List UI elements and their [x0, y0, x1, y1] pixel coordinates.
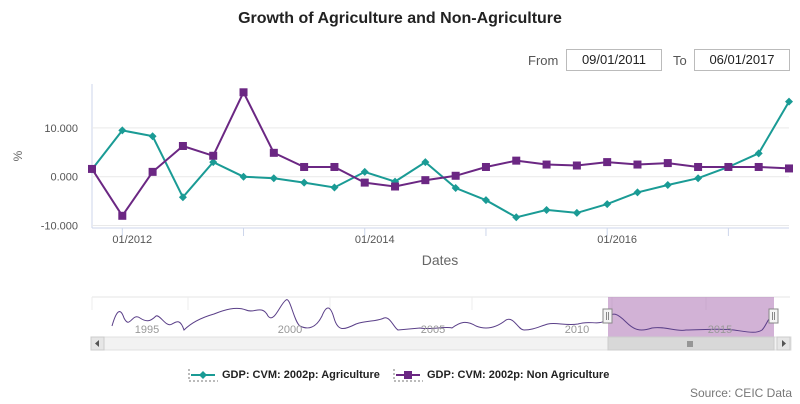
- data-point-non-agriculture: [663, 159, 672, 168]
- navigator-scrollbar-thumb[interactable]: [607, 336, 775, 351]
- data-point-agriculture: [663, 181, 672, 190]
- x-tick-label: 01/2016: [597, 234, 637, 246]
- y-tick-label: -10.000: [41, 221, 78, 233]
- navigator-right-handle[interactable]: [768, 308, 779, 324]
- legend-item-non-agriculture[interactable]: GDP: CVM: 2002p: Non Agriculture: [393, 366, 609, 384]
- navigator-tick-label: 2000: [278, 324, 302, 336]
- legend-marker-diamond-icon: [188, 369, 218, 382]
- data-point-agriculture: [118, 126, 127, 135]
- navigator-tick-label: 2015: [708, 324, 732, 336]
- data-point-agriculture: [512, 213, 521, 222]
- navigator-tick-label: 2005: [421, 324, 445, 336]
- data-point-non-agriculture: [633, 160, 642, 169]
- data-point-agriculture: [633, 188, 642, 197]
- series-line-non-agriculture: [91, 90, 790, 218]
- series-line-agriculture: [91, 101, 790, 219]
- arrow-right-icon: [782, 340, 786, 347]
- arrow-left-icon: [95, 340, 99, 347]
- legend-label-non-agriculture: GDP: CVM: 2002p: Non Agriculture: [427, 369, 610, 381]
- data-point-non-agriculture: [209, 151, 218, 160]
- data-point-non-agriculture: [88, 164, 96, 173]
- legend-label-agriculture: GDP: CVM: 2002p: Agriculture: [222, 369, 380, 381]
- data-point-non-agriculture: [512, 156, 521, 165]
- data-point-agriculture: [542, 205, 551, 214]
- data-point-non-agriculture: [269, 148, 278, 157]
- source-credit: Source: CEIC Data: [689, 386, 792, 400]
- data-point-agriculture: [451, 183, 460, 192]
- from-label: From: [528, 53, 559, 68]
- x-axis: 01/2012 01/2014 01/2016: [92, 227, 789, 246]
- to-label: To: [673, 53, 687, 68]
- data-point-agriculture: [785, 97, 793, 106]
- y-axis-label: %: [11, 150, 25, 161]
- data-point-non-agriculture: [300, 162, 309, 171]
- data-point-non-agriculture: [481, 162, 490, 171]
- data-point-non-agriculture: [451, 171, 460, 180]
- legend: GDP: CVM: 2002p: Agriculture GDP: CVM: 2…: [0, 366, 800, 384]
- data-point-non-agriculture: [330, 162, 339, 171]
- navigator-left-handle[interactable]: [602, 308, 613, 324]
- data-point-agriculture: [572, 208, 581, 217]
- data-point-agriculture: [603, 200, 612, 209]
- data-point-non-agriculture: [754, 162, 763, 171]
- data-point-non-agriculture: [391, 182, 400, 191]
- data-point-agriculture: [300, 178, 309, 187]
- navigator-series-line: [111, 299, 773, 333]
- data-point-non-agriculture: [785, 164, 793, 173]
- legend-item-agriculture[interactable]: GDP: CVM: 2002p: Agriculture: [188, 366, 380, 384]
- navigator[interactable]: 1995 2000 2005 2010 2015: [90, 296, 792, 351]
- to-date-input[interactable]: 06/01/2017: [694, 49, 790, 71]
- from-date-input[interactable]: 09/01/2011: [566, 49, 662, 71]
- data-point-agriculture: [178, 193, 187, 202]
- data-point-agriculture: [330, 183, 339, 192]
- data-point-non-agriculture: [421, 176, 430, 185]
- data-point-non-agriculture: [542, 160, 551, 169]
- data-point-agriculture: [148, 132, 157, 141]
- data-point-non-agriculture: [603, 158, 612, 167]
- chart-title: Growth of Agriculture and Non-Agricultur…: [238, 10, 562, 27]
- data-point-non-agriculture: [724, 162, 733, 171]
- data-point-non-agriculture: [572, 161, 581, 170]
- legend-marker-square-icon: [393, 369, 423, 382]
- navigator-ticks: 1995 2000 2005 2010 2015: [135, 324, 732, 336]
- grid-lines: [91, 84, 789, 228]
- data-point-non-agriculture: [148, 167, 157, 176]
- navigator-tick-label: 2010: [565, 324, 589, 336]
- data-point-agriculture: [239, 172, 248, 181]
- data-point-agriculture: [754, 149, 763, 158]
- data-point-agriculture: [269, 174, 278, 183]
- y-axis-ticks: -10.000 0.000 10.000: [41, 123, 78, 233]
- data-point-non-agriculture: [360, 178, 369, 187]
- y-tick-label: 10.000: [44, 123, 78, 135]
- data-point-non-agriculture: [118, 211, 127, 220]
- data-point-non-agriculture: [178, 141, 187, 150]
- data-point-agriculture: [360, 167, 369, 176]
- y-tick-label: 0.000: [50, 172, 78, 184]
- data-point-agriculture: [421, 158, 430, 167]
- chart-plot: -10.000 0.000 10.000 01/2012 01/2014 01/2016…: [11, 84, 793, 351]
- navigator-tick-label: 1995: [135, 324, 159, 336]
- data-point-non-agriculture: [694, 162, 703, 171]
- data-point-non-agriculture: [239, 88, 248, 97]
- data-point-agriculture: [481, 196, 490, 205]
- x-tick-label: 01/2012: [112, 234, 152, 246]
- navigator-grid: [91, 297, 707, 310]
- data-point-agriculture: [694, 174, 703, 183]
- data-point-agriculture: [209, 158, 218, 167]
- x-tick-label: 01/2014: [355, 234, 395, 246]
- series-layer: [88, 88, 793, 222]
- x-axis-label: Dates: [422, 252, 459, 268]
- navigator-selection[interactable]: [608, 297, 774, 337]
